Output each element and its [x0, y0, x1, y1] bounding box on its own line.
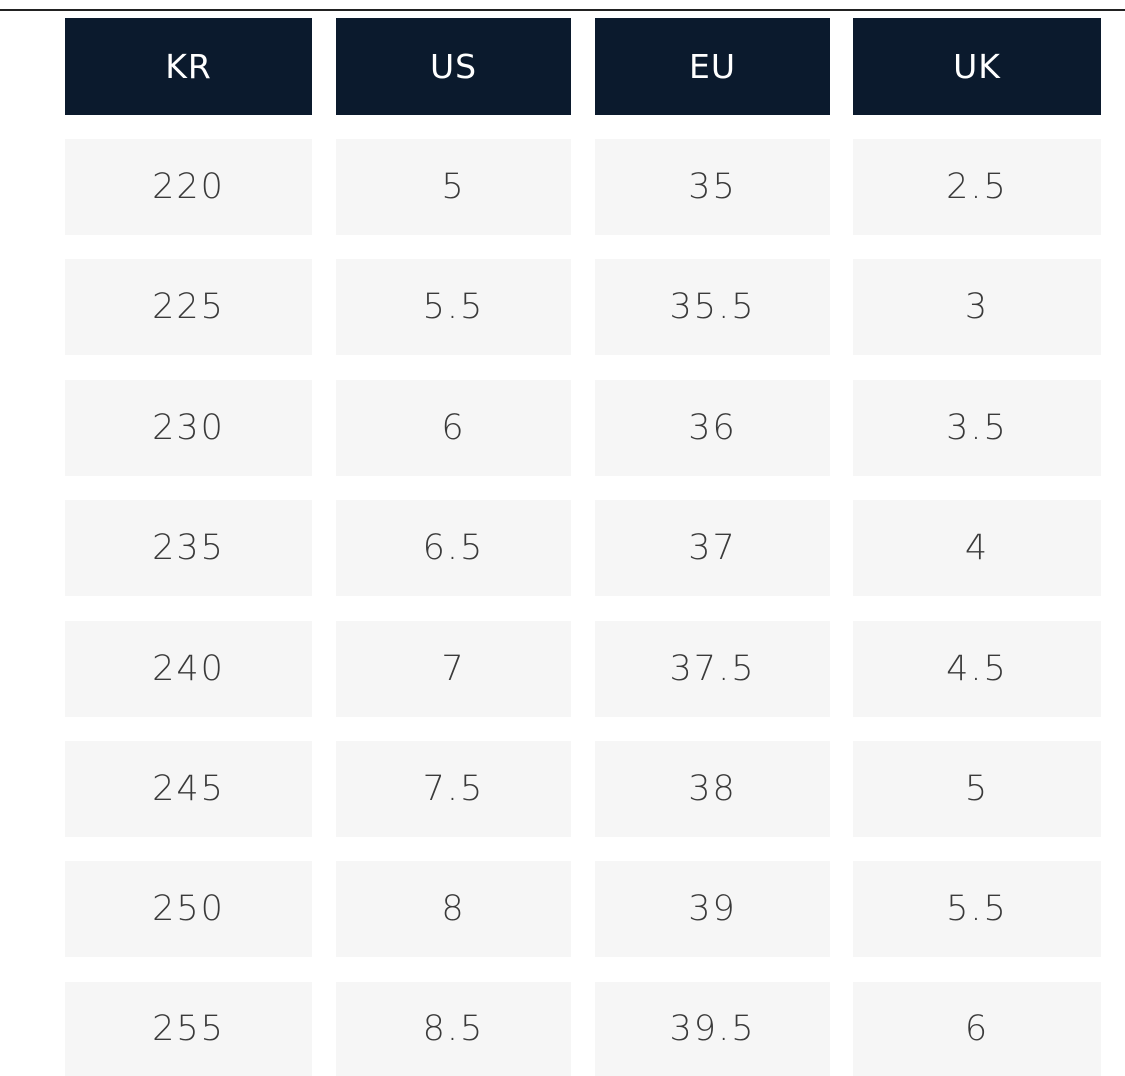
table-cell: 5.5 [336, 259, 571, 356]
table-cell: 245 [65, 741, 312, 837]
table-cell: 3.5 [853, 379, 1101, 476]
table-cell: 5 [853, 741, 1101, 837]
table-cell: 35 [595, 139, 830, 235]
table-cell: 37 [595, 500, 830, 597]
top-border [0, 9, 1125, 11]
header-cell: US [336, 18, 571, 115]
table-cell: 6 [336, 379, 571, 476]
table-cell: 2.5 [853, 139, 1101, 235]
table-cell: 240 [65, 620, 312, 717]
table-cell: 5.5 [853, 861, 1101, 958]
header-cell: KR [65, 18, 312, 115]
table-cell: 3 [853, 259, 1101, 356]
table-cell: 8.5 [336, 981, 571, 1076]
table-cell: 255 [65, 981, 312, 1076]
table-cell: 220 [65, 139, 312, 235]
header-cell: EU [595, 18, 830, 115]
table-cell: 36 [595, 379, 830, 476]
table-cell: 225 [65, 259, 312, 356]
table-cell: 7.5 [336, 741, 571, 837]
table-cell: 6.5 [336, 500, 571, 597]
header-cell: UK [853, 18, 1101, 115]
table-cell: 6 [853, 981, 1101, 1076]
table-cell: 4 [853, 500, 1101, 597]
table-cell: 5 [336, 139, 571, 235]
table-cell: 7 [336, 620, 571, 717]
table-cell: 4.5 [853, 620, 1101, 717]
table-cell: 235 [65, 500, 312, 597]
table-cell: 39 [595, 861, 830, 958]
table-cell: 38 [595, 741, 830, 837]
table-cell: 37.5 [595, 620, 830, 717]
table-cell: 230 [65, 379, 312, 476]
table-cell: 8 [336, 861, 571, 958]
table-cell: 39.5 [595, 981, 830, 1076]
table-cell: 35.5 [595, 259, 830, 356]
table-cell: 250 [65, 861, 312, 958]
